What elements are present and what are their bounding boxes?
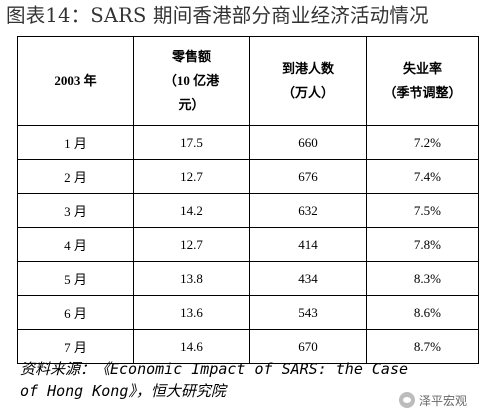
cell-month: 6 月	[17, 295, 134, 330]
cell-arrivals: 676	[249, 159, 367, 194]
cell-month: 2 月	[17, 159, 134, 194]
table-header-row: 2003 年 零售额 （10 亿港 元） 到港人数 （万人） 失业率 （季节调整…	[17, 36, 479, 126]
source-line: 资料来源：《Economic Impact of SARS: the Case	[20, 360, 409, 378]
cell-arrivals: 632	[249, 193, 367, 228]
cell-month: 7 月	[17, 329, 134, 364]
cell-arrivals: 434	[249, 261, 367, 296]
cell-month: 3 月	[17, 193, 134, 228]
cell-arrivals: 660	[249, 125, 367, 160]
header-arrivals-line: 到港人数	[281, 61, 334, 76]
cell-retail: 14.2	[133, 193, 250, 228]
header-arrivals-line: （万人）	[281, 85, 334, 100]
table-row: 7 月 14.6 670 8.7%	[17, 329, 479, 364]
watermark-text: 泽平宏观	[419, 393, 468, 408]
table-row: 6 月 13.6 543 8.6%	[17, 295, 479, 330]
header-retail-line: （10 亿港	[163, 73, 220, 88]
cell-arrivals: 414	[249, 227, 367, 262]
source-note: 资料来源：《Economic Impact of SARS: the Case …	[20, 358, 490, 402]
cell-unemployment: 7.2%	[366, 125, 479, 160]
cell-retail: 12.7	[133, 159, 250, 194]
data-table: 2003 年 零售额 （10 亿港 元） 到港人数 （万人） 失业率 （季节调整…	[17, 36, 479, 364]
header-arrivals: 到港人数 （万人）	[249, 36, 367, 126]
cell-retail: 12.7	[133, 227, 250, 262]
cell-retail: 13.8	[133, 261, 250, 296]
cell-retail: 13.6	[133, 295, 250, 330]
header-unemployment-line: 失业率	[402, 61, 442, 76]
cell-arrivals: 543	[249, 295, 367, 330]
cell-month: 5 月	[17, 261, 134, 296]
header-year-line: 2003 年	[54, 73, 97, 88]
cell-month: 1 月	[17, 125, 134, 160]
header-retail: 零售额 （10 亿港 元）	[133, 36, 250, 126]
header-year: 2003 年	[17, 36, 134, 126]
cell-month: 4 月	[17, 227, 134, 262]
table-row: 5 月 13.8 434 8.3%	[17, 261, 479, 296]
table-row: 3 月 14.2 632 7.5%	[17, 193, 479, 228]
wechat-logo-icon	[399, 392, 415, 408]
watermark: 泽平宏观	[399, 390, 467, 410]
source-line: of Hong Kong》，恒大研究院	[20, 382, 226, 400]
table-row: 4 月 12.7 414 7.8%	[17, 227, 479, 262]
header-unemployment: 失业率 （季节调整）	[366, 36, 479, 126]
figure-title: 图表14：SARS 期间香港部分商业经济活动情况	[6, 4, 429, 27]
table-row: 2 月 12.7 676 7.4%	[17, 159, 479, 194]
header-retail-line: 零售额	[171, 49, 211, 64]
cell-unemployment: 7.8%	[366, 227, 479, 262]
cell-unemployment: 8.3%	[366, 261, 479, 296]
cell-retail: 17.5	[133, 125, 250, 160]
cell-unemployment: 7.4%	[366, 159, 479, 194]
cell-unemployment: 8.7%	[366, 329, 479, 364]
cell-unemployment: 7.5%	[366, 193, 479, 228]
header-retail-line: 元）	[178, 97, 205, 112]
table-row: 1 月 17.5 660 7.2%	[17, 125, 479, 160]
header-unemployment-line: （季节调整）	[383, 85, 462, 100]
cell-retail: 14.6	[133, 329, 250, 364]
cell-unemployment: 8.6%	[366, 295, 479, 330]
